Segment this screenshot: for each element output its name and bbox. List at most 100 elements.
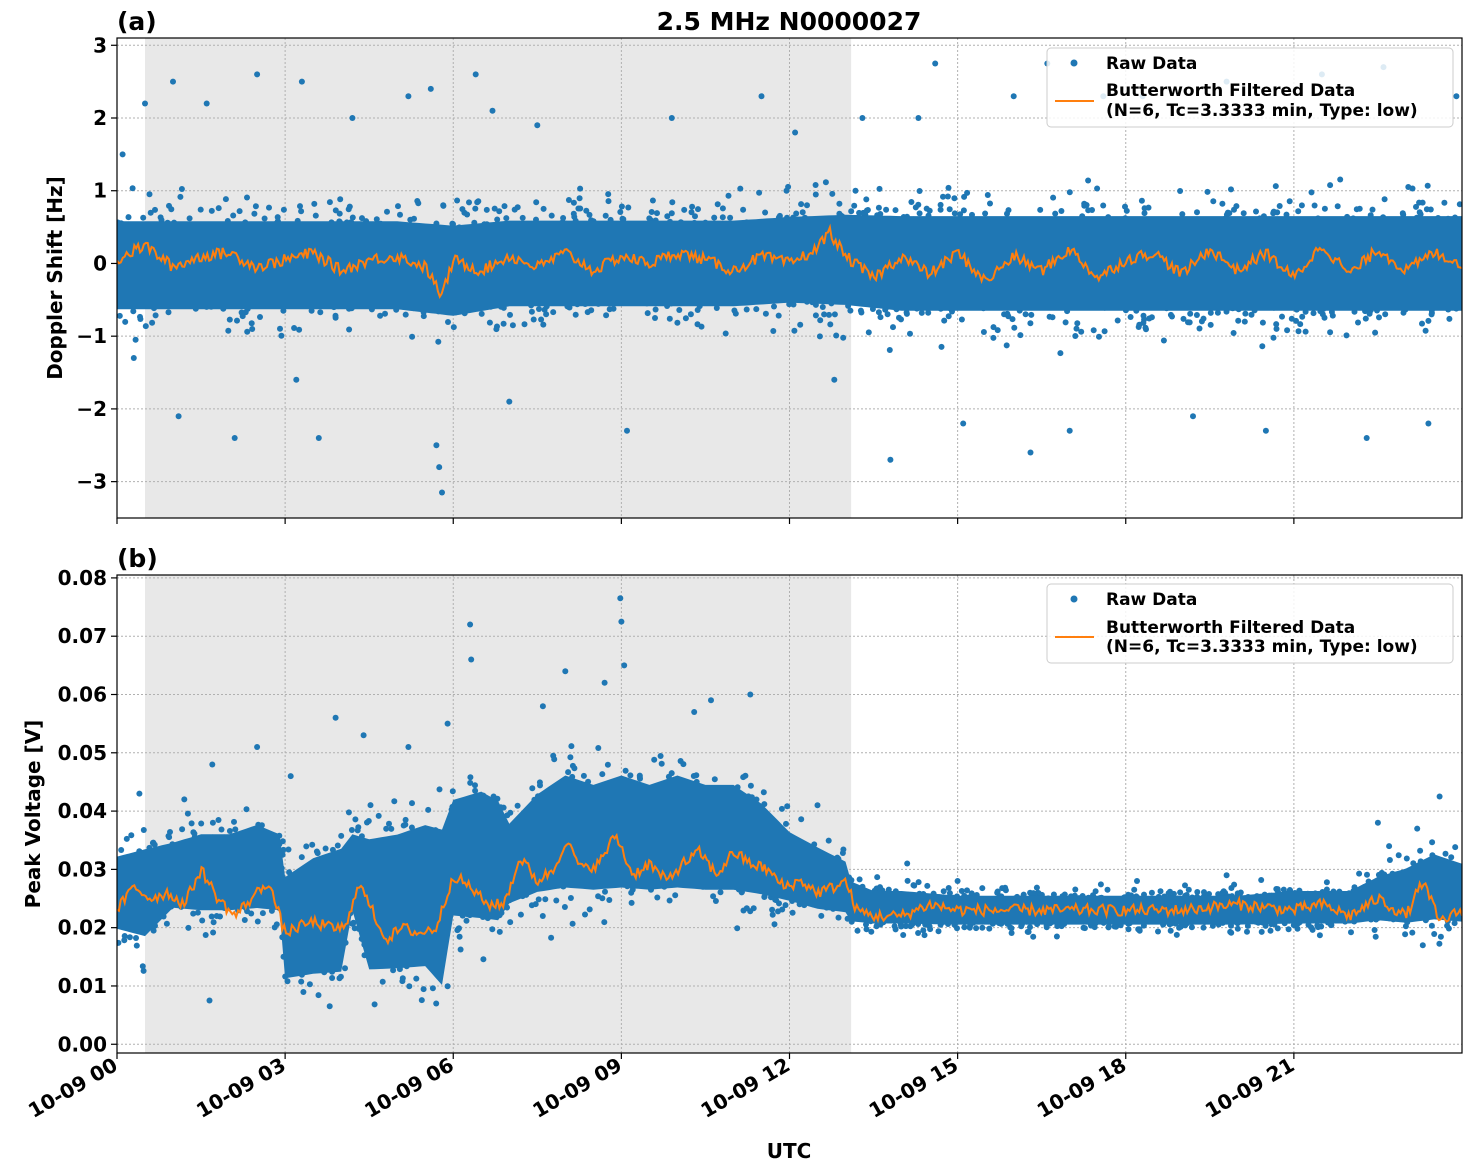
raw-point (1230, 330, 1237, 336)
raw-point (1022, 311, 1029, 318)
raw-point (252, 203, 259, 210)
raw-outlier-point (1262, 427, 1269, 434)
raw-point (1353, 206, 1360, 213)
raw-point (1072, 886, 1079, 893)
raw-point (610, 305, 617, 312)
raw-point (1037, 206, 1044, 213)
raw-point (261, 215, 268, 222)
raw-point (132, 336, 139, 343)
raw-point (674, 319, 681, 326)
raw-point (1416, 199, 1423, 206)
raw-outlier-point (436, 464, 443, 471)
raw-point (980, 329, 987, 335)
raw-outlier-point (831, 376, 838, 383)
raw-point (1372, 329, 1379, 336)
raw-point (1273, 321, 1280, 328)
raw-point (209, 819, 216, 826)
raw-point (649, 197, 656, 204)
raw-point (1177, 188, 1184, 194)
raw-point (848, 208, 855, 215)
raw-point (291, 325, 298, 331)
raw-point (863, 921, 869, 928)
raw-point (1027, 320, 1034, 327)
raw-point (1270, 334, 1277, 341)
raw-point (425, 806, 432, 813)
raw-point (676, 307, 683, 313)
raw-outlier-point (960, 420, 967, 427)
raw-point (784, 803, 791, 810)
raw-point (1058, 208, 1065, 214)
raw-point (1210, 198, 1217, 205)
raw-outlier-point (758, 93, 765, 100)
raw-outlier-point (1010, 93, 1017, 100)
raw-point (836, 200, 843, 207)
raw-point (149, 319, 156, 326)
raw-outlier-point (203, 100, 210, 107)
raw-point (798, 201, 805, 208)
raw-point (129, 185, 136, 192)
raw-point (664, 213, 671, 220)
raw-point (540, 321, 547, 328)
raw-point (753, 306, 760, 313)
raw-point (816, 333, 823, 340)
raw-point (418, 997, 425, 1004)
raw-point (296, 326, 303, 333)
raw-point (1200, 315, 1207, 322)
raw-point (311, 200, 318, 207)
raw-point (152, 206, 158, 213)
raw-point (1123, 207, 1130, 214)
raw-point (472, 787, 479, 794)
raw-point (1424, 182, 1431, 189)
raw-point (507, 919, 514, 926)
raw-outlier-point (1190, 413, 1196, 420)
raw-point (884, 311, 891, 318)
raw-point (565, 769, 572, 776)
raw-point (147, 209, 154, 216)
raw-point (314, 850, 321, 857)
raw-point (1085, 207, 1092, 214)
raw-point (1409, 929, 1416, 936)
raw-point (1285, 926, 1292, 933)
raw-point (714, 201, 721, 208)
raw-point (886, 347, 893, 353)
raw-point (384, 208, 390, 215)
raw-point (486, 319, 493, 326)
raw-point (790, 301, 797, 308)
raw-point (717, 889, 724, 896)
raw-point (1456, 201, 1462, 208)
raw-point (142, 323, 149, 330)
raw-point (900, 932, 907, 938)
raw-outlier-point (887, 456, 894, 463)
raw-point (964, 887, 970, 894)
raw-point (791, 327, 798, 334)
raw-point (1302, 328, 1309, 335)
raw-point (528, 308, 535, 315)
raw-point (222, 196, 229, 203)
raw-point (817, 317, 824, 324)
raw-point (1050, 194, 1057, 201)
raw-point (215, 205, 222, 212)
y-tick-label: 3 (93, 33, 107, 57)
raw-point (722, 330, 729, 337)
raw-point (793, 210, 800, 217)
raw-point (349, 214, 356, 221)
raw-point (1298, 202, 1305, 209)
raw-point (819, 304, 826, 310)
raw-outlier-point (433, 442, 440, 449)
raw-point (918, 309, 925, 316)
raw-point (507, 311, 513, 318)
raw-point (1376, 314, 1382, 321)
raw-point (1136, 321, 1143, 328)
raw-point (822, 179, 829, 186)
raw-point (1241, 318, 1248, 325)
raw-point (619, 215, 626, 222)
raw-point (1405, 184, 1412, 190)
raw-point (239, 313, 246, 320)
raw-point (863, 207, 870, 214)
y-tick-label: −1 (76, 324, 107, 348)
raw-point (540, 205, 547, 212)
raw-point (1321, 314, 1328, 321)
raw-point (1284, 327, 1291, 334)
raw-point (543, 311, 550, 318)
